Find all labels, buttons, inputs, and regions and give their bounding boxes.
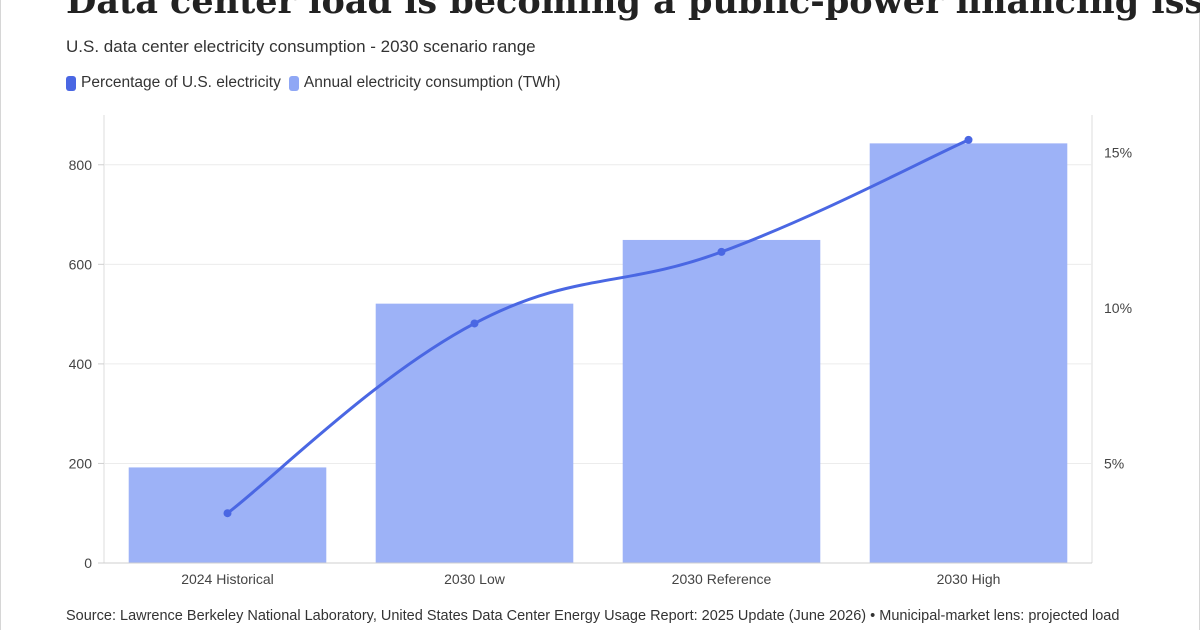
y-left-tick-label: 400	[69, 356, 93, 372]
line-point	[470, 319, 479, 328]
y-left-tick-label: 200	[69, 455, 93, 471]
chart-legend: Percentage of U.S. electricity Annual el…	[66, 74, 569, 92]
x-tick-label: 2030 Low	[444, 571, 506, 587]
bar	[622, 239, 821, 564]
bar	[375, 303, 574, 563]
source-note: Source: Lawrence Berkeley National Labor…	[66, 608, 1120, 624]
line-point	[223, 509, 232, 518]
legend-swatch-percentage	[66, 75, 76, 91]
legend-swatch-consumption	[288, 75, 299, 91]
chart-subtitle: U.S. data center electricity consumption…	[66, 37, 536, 56]
x-tick-label: 2024 Historical	[181, 571, 274, 587]
y-right-tick-label: 10%	[1104, 300, 1132, 316]
line-point	[717, 247, 726, 256]
y-left-tick-label: 800	[69, 157, 93, 173]
y-right-tick-label: 5%	[1104, 455, 1124, 471]
y-right-tick-label: 15%	[1104, 144, 1132, 160]
legend-label-consumption: Annual electricity consumption (TWh)	[303, 74, 561, 91]
x-tick-label: 2030 Reference	[672, 571, 772, 587]
x-tick-label: 2030 High	[937, 571, 1001, 587]
legend-item-consumption[interactable]: Annual electricity consumption (TWh)	[288, 74, 561, 92]
legend-item-percentage[interactable]: Percentage of U.S. electricity	[66, 74, 281, 92]
y-left-tick-label: 600	[69, 256, 93, 272]
left-frame-line	[0, 0, 1, 630]
legend-label-percentage: Percentage of U.S. electricity	[81, 74, 281, 91]
y-left-tick-label: 0	[84, 555, 92, 571]
chart-title: Data center load is becoming a public-po…	[66, 0, 1200, 22]
line-series-percentage	[226, 138, 970, 515]
bar	[869, 143, 1068, 563]
line-point	[964, 135, 973, 144]
